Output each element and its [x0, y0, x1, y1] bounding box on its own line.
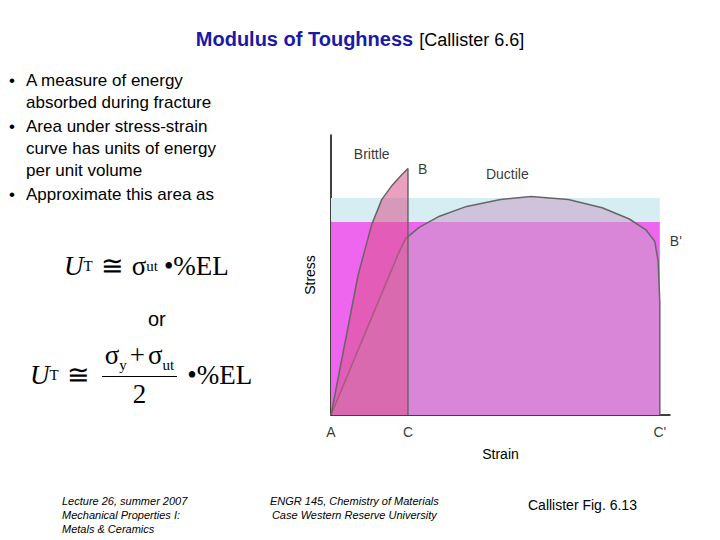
html-text:Case Western Reserve Universit: Case Western Reserve University: [271, 509, 437, 521]
html-text:Mechanical Properties I:: Mechanical Properties I:: [62, 509, 180, 521]
html-text:absorbed during fracture: absorbed during fracture: [26, 93, 212, 112]
html-text:Metals & Ceramics: Metals & Ceramics: [62, 523, 155, 535]
html-text:UT ≅: UT ≅: [30, 359, 90, 390]
svg-text:B': B': [670, 233, 682, 249]
html-text:2: 2: [132, 379, 147, 409]
svg-text:Strain: Strain: [482, 446, 519, 462]
html-text:curve has units of energy: curve has units of energy: [26, 139, 216, 158]
html-text:UT ≅ σut •%EL: UT ≅ σut •%EL: [64, 250, 229, 281]
html-text:Lecture 26, summer 2007: Lecture 26, summer 2007: [62, 495, 188, 507]
html-text:ENGR 145, Chemistry of Materia: ENGR 145, Chemistry of Materials: [270, 495, 439, 507]
html-text:or: or: [148, 308, 166, 330]
svg-text:Stress: Stress: [302, 255, 318, 295]
html-text:Modulus of Toughness [Calliste: Modulus of Toughness [Callister 6.6]: [195, 28, 525, 50]
svg-text:C: C: [403, 424, 413, 440]
html-text:•%EL: •%EL: [187, 359, 253, 390]
svg-text:Brittle: Brittle: [354, 146, 390, 162]
svg-text:Ductile: Ductile: [486, 166, 529, 182]
html-text:Callister Fig. 6.13: Callister Fig. 6.13: [528, 497, 637, 513]
html-text:σy+ σut: σy+ σut: [104, 340, 175, 373]
html-text:A measure of energy: A measure of energy: [26, 71, 183, 90]
svg-text:C': C': [653, 424, 666, 440]
svg-text:B: B: [418, 161, 427, 177]
html-text:Area under stress-strain: Area under stress-strain: [26, 117, 208, 136]
html-text:Approximate this area as: Approximate this area as: [26, 185, 214, 204]
svg-text:A: A: [326, 424, 336, 440]
html-text:per unit volume: per unit volume: [26, 161, 143, 180]
